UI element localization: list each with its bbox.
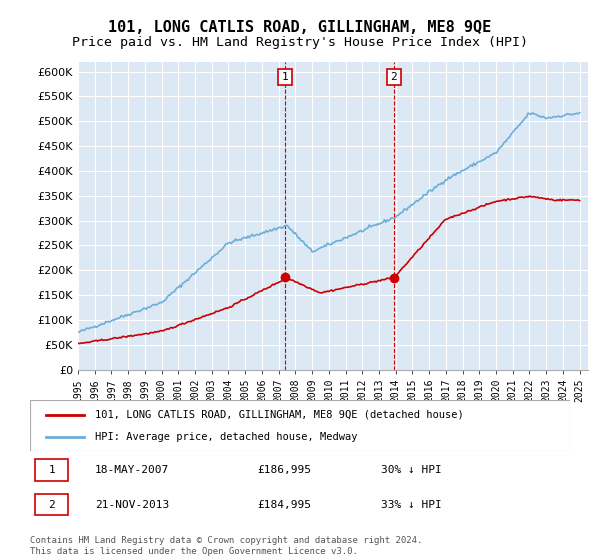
- Text: 101, LONG CATLIS ROAD, GILLINGHAM, ME8 9QE: 101, LONG CATLIS ROAD, GILLINGHAM, ME8 9…: [109, 20, 491, 35]
- FancyBboxPatch shape: [35, 459, 68, 480]
- Text: 18-MAY-2007: 18-MAY-2007: [95, 465, 169, 475]
- FancyBboxPatch shape: [30, 400, 570, 451]
- Text: Contains HM Land Registry data © Crown copyright and database right 2024.
This d: Contains HM Land Registry data © Crown c…: [30, 536, 422, 556]
- Text: 21-NOV-2013: 21-NOV-2013: [95, 500, 169, 510]
- Text: 30% ↓ HPI: 30% ↓ HPI: [381, 465, 442, 475]
- Text: Price paid vs. HM Land Registry's House Price Index (HPI): Price paid vs. HM Land Registry's House …: [72, 36, 528, 49]
- Text: 2: 2: [48, 500, 55, 510]
- Text: 33% ↓ HPI: 33% ↓ HPI: [381, 500, 442, 510]
- Text: 1: 1: [48, 465, 55, 475]
- Text: £186,995: £186,995: [257, 465, 311, 475]
- Text: £184,995: £184,995: [257, 500, 311, 510]
- Text: 2: 2: [391, 72, 397, 82]
- Text: 1: 1: [281, 72, 289, 82]
- Text: HPI: Average price, detached house, Medway: HPI: Average price, detached house, Medw…: [95, 432, 358, 442]
- Text: 101, LONG CATLIS ROAD, GILLINGHAM, ME8 9QE (detached house): 101, LONG CATLIS ROAD, GILLINGHAM, ME8 9…: [95, 409, 464, 419]
- FancyBboxPatch shape: [35, 494, 68, 515]
